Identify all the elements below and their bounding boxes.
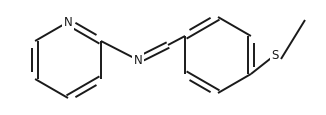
Text: S: S [271, 49, 279, 62]
Text: N: N [134, 54, 142, 67]
Text: N: N [64, 16, 72, 29]
